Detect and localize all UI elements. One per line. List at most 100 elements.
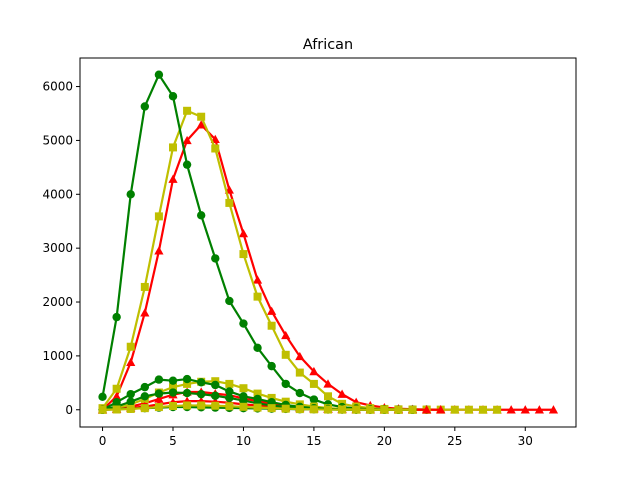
data-point-9-3	[140, 404, 149, 413]
y-tick-label-4: 4000	[42, 187, 73, 201]
data-point-4-9	[225, 379, 234, 388]
data-point-9-12	[267, 404, 276, 413]
data-point-9-15	[309, 405, 318, 414]
axes-frame	[79, 57, 577, 428]
data-point-1-11	[253, 292, 262, 301]
data-point-4-12	[267, 393, 276, 402]
data-point-2-0	[98, 392, 107, 402]
data-point-0-3	[140, 308, 150, 317]
data-point-7-7	[196, 389, 206, 399]
data-point-9-18	[352, 405, 361, 414]
x-tick-label-0: 0	[99, 434, 107, 448]
data-point-7-9	[225, 393, 234, 403]
x-tick-label-2: 10	[236, 434, 251, 448]
data-point-5-4	[154, 375, 164, 384]
data-point-9-7	[197, 401, 206, 410]
x-tick-label-4: 20	[377, 434, 392, 448]
data-point-2-8	[211, 254, 220, 263]
data-point-9-6	[183, 401, 192, 410]
y-tick-label-1: 1000	[42, 349, 73, 363]
data-point-9-11	[253, 403, 262, 412]
data-point-1-6	[183, 106, 192, 115]
data-point-5-9	[225, 387, 234, 396]
data-point-9-0	[98, 405, 107, 414]
x-tick-label-3: 15	[306, 434, 321, 448]
data-point-2-5	[168, 92, 178, 101]
data-point-0-17	[337, 389, 347, 398]
y-tick-label-2: 2000	[42, 295, 73, 309]
data-point-1-7	[197, 112, 206, 121]
data-point-0-29	[506, 405, 516, 414]
data-point-9-5	[169, 401, 177, 410]
x-tick-label-6: 30	[518, 434, 533, 448]
y-tick-label-5: 5000	[42, 133, 73, 147]
data-point-4-10	[239, 384, 248, 393]
data-point-5-2	[126, 389, 135, 399]
data-point-0-12	[267, 306, 277, 315]
data-point-0-1	[112, 391, 122, 400]
data-point-9-14	[295, 405, 304, 414]
data-point-2-7	[196, 211, 206, 220]
data-point-2-14	[295, 388, 305, 398]
data-point-0-13	[281, 330, 291, 340]
data-point-9-20	[380, 405, 389, 414]
data-point-9-2	[126, 404, 135, 413]
data-point-2-2	[126, 190, 135, 199]
y-tick-label-3: 3000	[42, 241, 73, 255]
data-point-1-1	[112, 384, 121, 393]
data-point-1-13	[281, 350, 290, 359]
y-tick-label-0: 0	[65, 403, 73, 417]
data-point-1-15	[309, 379, 318, 388]
data-point-9-10	[239, 402, 248, 411]
data-point-9-4	[154, 403, 163, 412]
data-point-1-9	[225, 198, 234, 207]
data-point-7-4	[154, 389, 164, 398]
data-point-2-12	[267, 361, 276, 371]
x-tick-label-5: 25	[447, 434, 462, 448]
data-point-1-14	[295, 368, 304, 377]
x-tick-label-1: 5	[169, 434, 177, 448]
data-point-0-15	[309, 366, 319, 376]
data-point-0-2	[126, 357, 136, 367]
data-point-9-19	[366, 405, 375, 414]
data-point-0-32	[548, 405, 559, 414]
data-point-7-6	[182, 388, 192, 398]
data-point-1-5	[169, 143, 177, 152]
data-point-1-27	[479, 405, 487, 414]
data-point-0-16	[323, 379, 333, 388]
data-point-9-9	[225, 402, 234, 411]
data-point-1-12	[267, 321, 276, 330]
data-point-0-14	[295, 351, 305, 361]
data-point-5-3	[140, 382, 150, 392]
data-point-1-26	[464, 405, 473, 414]
data-point-2-1	[112, 312, 121, 322]
data-point-9-1	[112, 405, 121, 414]
axes: 0 5 10 15 20 25 30 0 1000 2000 3000 4000 5000 6000	[42, 57, 577, 448]
data-point-4-6	[183, 379, 192, 388]
data-point-7-5	[168, 388, 178, 397]
data-point-5-5	[168, 376, 178, 385]
data-point-1-16	[324, 392, 332, 401]
data-point-2-6	[182, 160, 192, 169]
data-point-7-2	[126, 397, 135, 406]
data-point-0-31	[534, 405, 544, 414]
data-point-5-8	[211, 380, 220, 390]
data-point-1-25	[450, 405, 459, 414]
data-point-7-8	[211, 391, 220, 400]
data-point-0-7	[196, 120, 206, 129]
data-point-1-28	[493, 405, 502, 414]
data-point-9-21	[394, 405, 403, 414]
data-point-7-3	[140, 392, 150, 401]
data-point-7-10	[239, 396, 248, 405]
data-point-0-5	[168, 174, 178, 183]
data-point-3-4	[154, 394, 164, 403]
data-point-1-3	[140, 282, 149, 291]
data-point-1-8	[211, 144, 220, 153]
data-point-0-11	[252, 275, 263, 284]
data-point-4-11	[253, 389, 262, 398]
data-point-2-9	[225, 296, 234, 306]
data-point-2-10	[239, 319, 248, 328]
y-tick-label-6: 6000	[42, 80, 73, 94]
